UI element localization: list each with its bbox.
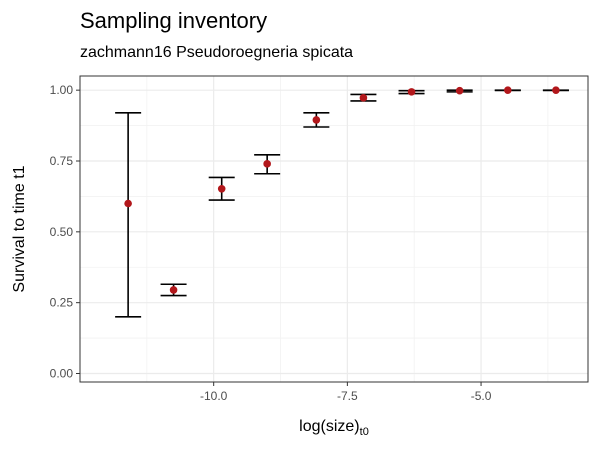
data-point <box>407 88 416 96</box>
chart-subtitle: zachmann16 Pseudoroegneria spicata <box>80 44 354 61</box>
y-axis-ticks: 0.00 0.25 0.50 0.75 1.00 <box>50 83 80 381</box>
y-tick-label: 1.00 <box>50 83 74 97</box>
data-point <box>503 86 512 94</box>
x-axis-label-subscript: t0 <box>360 426 369 438</box>
grid-minor <box>80 76 588 382</box>
x-tick-label: -10.0 <box>200 389 228 403</box>
x-axis-label: log(size) <box>299 418 359 435</box>
data-point <box>169 286 178 294</box>
data-points <box>124 86 560 294</box>
y-tick-label: 0.50 <box>50 225 74 239</box>
data-point <box>217 184 226 193</box>
data-point <box>312 116 321 124</box>
y-axis-title: Survival to time t1 <box>11 165 28 292</box>
y-tick-label: 0.75 <box>50 154 74 168</box>
data-point <box>455 86 464 95</box>
x-axis-title: log(size)t0 <box>299 418 369 438</box>
data-point <box>359 94 368 102</box>
x-tick-label: -7.5 <box>337 389 358 403</box>
chart-title: Sampling inventory <box>80 8 268 33</box>
plot-background <box>80 76 588 382</box>
y-tick-label: 0.25 <box>50 296 74 310</box>
x-axis-ticks: -10.0 -7.5 -5.0 <box>200 382 492 403</box>
data-point <box>124 199 132 208</box>
plot-border <box>79 75 589 383</box>
y-tick-label: 0.00 <box>50 367 74 381</box>
data-point <box>552 86 560 94</box>
grid-major <box>80 76 588 382</box>
x-tick-label: -5.0 <box>471 389 492 403</box>
data-point <box>263 160 271 168</box>
errorbars <box>115 89 569 318</box>
